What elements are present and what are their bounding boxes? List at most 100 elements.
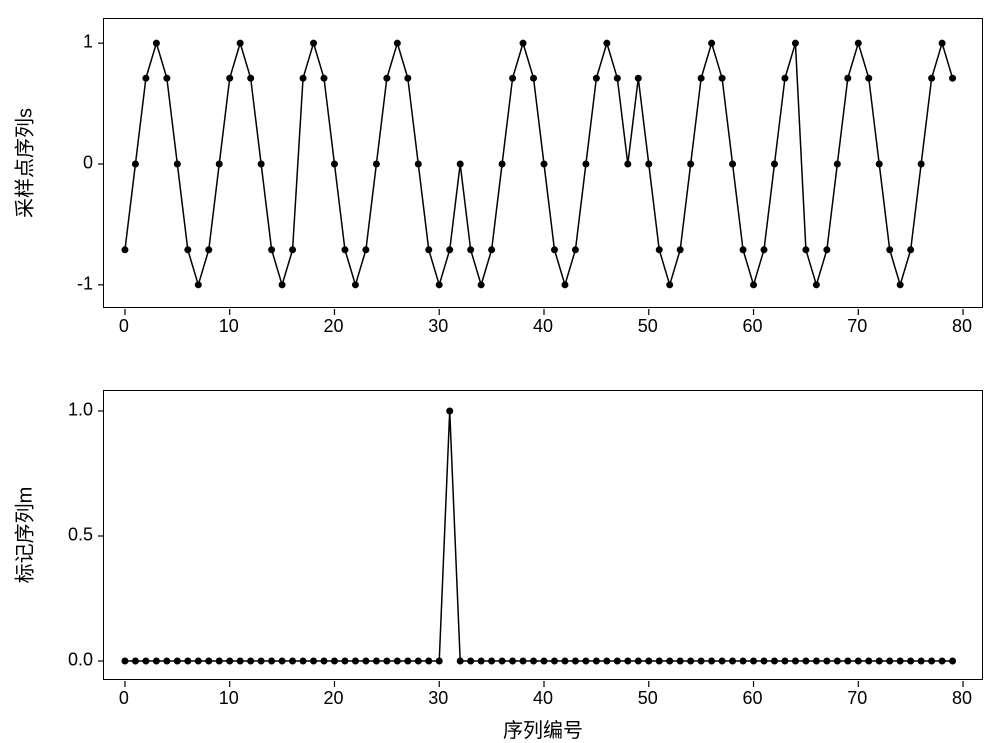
data-marker — [823, 246, 830, 253]
x-tick-label: 30 — [428, 316, 448, 337]
data-marker — [195, 281, 202, 288]
data-marker — [876, 658, 883, 665]
data-marker — [740, 658, 747, 665]
x-tick-label: 50 — [638, 316, 658, 337]
data-marker — [226, 75, 233, 82]
x-tick-label: 10 — [219, 316, 239, 337]
y-tick-label: -1 — [53, 273, 93, 294]
x-tick-label: 20 — [323, 316, 343, 337]
data-marker — [666, 658, 673, 665]
data-marker — [436, 281, 443, 288]
data-marker — [844, 75, 851, 82]
data-marker — [184, 246, 191, 253]
data-marker — [572, 658, 579, 665]
data-marker — [792, 658, 799, 665]
data-marker — [383, 658, 390, 665]
data-marker — [195, 658, 202, 665]
data-marker — [237, 40, 244, 47]
data-marker — [321, 658, 328, 665]
data-marker — [436, 658, 443, 665]
data-marker — [813, 658, 820, 665]
data-marker — [771, 658, 778, 665]
data-marker — [457, 161, 464, 168]
data-marker — [708, 658, 715, 665]
y-tick-label: 1.0 — [53, 400, 93, 421]
data-marker — [907, 246, 914, 253]
data-marker — [300, 658, 307, 665]
data-marker — [174, 658, 181, 665]
data-marker — [551, 658, 558, 665]
data-marker — [886, 246, 893, 253]
x-tick-label: 10 — [219, 688, 239, 709]
data-marker — [279, 281, 286, 288]
data-marker — [572, 246, 579, 253]
data-marker — [478, 658, 485, 665]
data-marker — [844, 658, 851, 665]
data-marker — [153, 40, 160, 47]
data-marker — [446, 408, 453, 415]
data-marker — [698, 75, 705, 82]
data-marker — [729, 161, 736, 168]
data-marker — [813, 281, 820, 288]
data-marker — [289, 658, 296, 665]
bottom-chart-svg — [104, 391, 984, 681]
data-marker — [520, 658, 527, 665]
x-tick-label: 80 — [952, 316, 972, 337]
x-tick-label: 60 — [743, 688, 763, 709]
data-marker — [279, 658, 286, 665]
data-marker — [656, 658, 663, 665]
data-marker — [174, 161, 181, 168]
x-tick-label: 30 — [428, 688, 448, 709]
data-marker — [603, 658, 610, 665]
data-marker — [300, 75, 307, 82]
data-marker — [499, 658, 506, 665]
data-marker — [897, 658, 904, 665]
data-marker — [928, 75, 935, 82]
data-marker — [823, 658, 830, 665]
data-marker — [761, 246, 768, 253]
data-marker — [247, 75, 254, 82]
data-marker — [216, 161, 223, 168]
x-tick-label: 70 — [847, 316, 867, 337]
y-tick-label: 1 — [53, 32, 93, 53]
data-marker — [582, 658, 589, 665]
data-marker — [268, 658, 275, 665]
data-marker — [216, 658, 223, 665]
top-chart-svg — [104, 19, 984, 309]
data-marker — [876, 161, 883, 168]
x-tick-label: 40 — [533, 316, 553, 337]
data-marker — [918, 161, 925, 168]
data-marker — [205, 658, 212, 665]
data-marker — [289, 246, 296, 253]
data-marker — [226, 658, 233, 665]
data-marker — [624, 161, 631, 168]
data-marker — [258, 161, 265, 168]
data-marker — [939, 40, 946, 47]
data-marker — [425, 246, 432, 253]
data-marker — [132, 658, 139, 665]
data-marker — [698, 658, 705, 665]
data-marker — [593, 75, 600, 82]
data-marker — [310, 658, 317, 665]
data-marker — [541, 161, 548, 168]
data-marker — [561, 281, 568, 288]
data-marker — [593, 658, 600, 665]
data-marker — [666, 281, 673, 288]
bottom-panel — [103, 390, 983, 680]
data-marker — [153, 658, 160, 665]
data-marker — [394, 658, 401, 665]
x-tick-label: 60 — [743, 316, 763, 337]
data-marker — [928, 658, 935, 665]
data-marker — [258, 658, 265, 665]
data-marker — [687, 161, 694, 168]
x-tick-label: 40 — [533, 688, 553, 709]
series-line — [125, 411, 953, 661]
data-marker — [373, 658, 380, 665]
data-marker — [142, 658, 149, 665]
x-tick-label: 70 — [847, 688, 867, 709]
data-marker — [184, 658, 191, 665]
x-tick-label: 80 — [952, 688, 972, 709]
x-tick-label: 0 — [119, 688, 129, 709]
data-marker — [750, 658, 757, 665]
data-marker — [530, 75, 537, 82]
